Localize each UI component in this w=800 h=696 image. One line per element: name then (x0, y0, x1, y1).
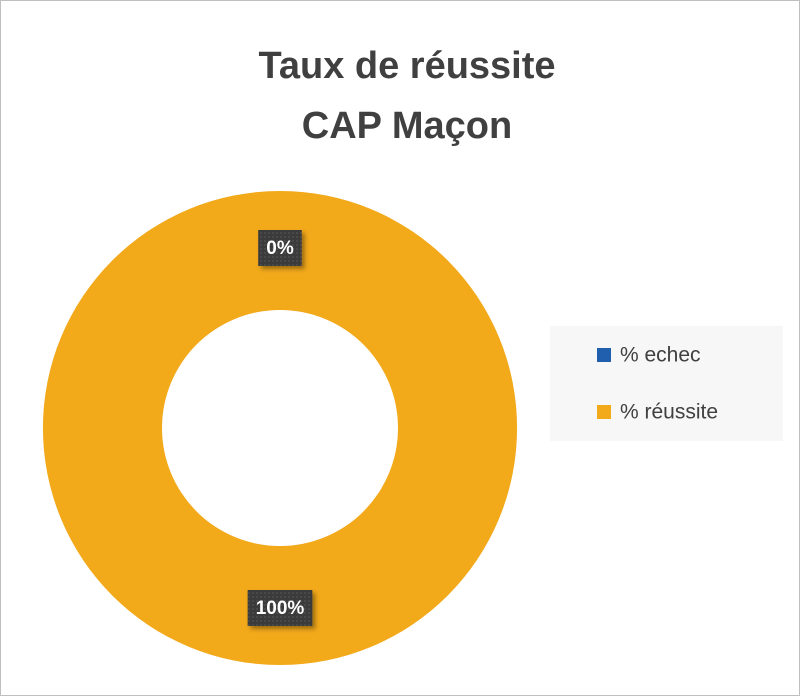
data-label-box (247, 590, 313, 626)
data-label-box (258, 230, 302, 266)
legend-label: % réussite (620, 401, 718, 424)
data-label: 0% (266, 238, 294, 259)
legend-box (550, 326, 783, 441)
donut-slice (42, 190, 518, 665)
legend-swatch (597, 348, 611, 362)
legend-label: % echec (620, 344, 701, 367)
legend-swatch (597, 405, 611, 419)
data-label: 100% (256, 598, 305, 619)
data-label-group: 0% (258, 230, 302, 266)
chart-title: Taux de réussite (258, 45, 555, 87)
chart-title: CAP Maçon (302, 105, 512, 147)
data-label-group: 100% (247, 590, 313, 626)
